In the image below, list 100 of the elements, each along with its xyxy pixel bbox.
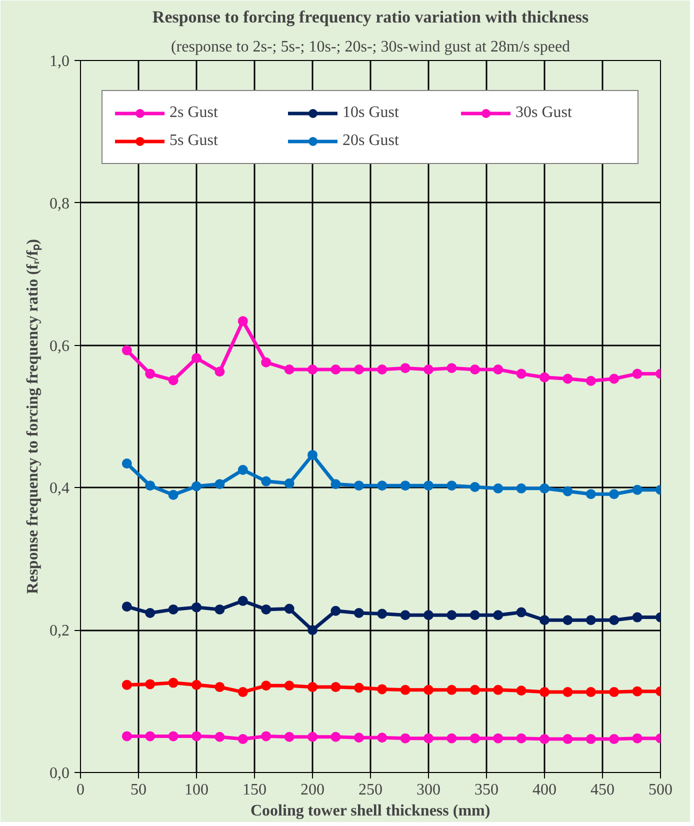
point bbox=[214, 479, 225, 490]
point bbox=[238, 316, 248, 326]
x-tick-label: 300 bbox=[416, 782, 440, 798]
legend-label: 20s Gust bbox=[342, 132, 400, 150]
point bbox=[446, 733, 457, 744]
point bbox=[214, 604, 225, 614]
point bbox=[238, 687, 248, 698]
point bbox=[470, 482, 480, 492]
point bbox=[308, 732, 318, 742]
point bbox=[284, 680, 294, 691]
point bbox=[354, 364, 364, 374]
point bbox=[192, 731, 202, 742]
point bbox=[493, 483, 504, 494]
point bbox=[284, 604, 294, 614]
point bbox=[470, 733, 480, 744]
point bbox=[354, 682, 364, 693]
point bbox=[470, 610, 480, 620]
point bbox=[632, 733, 642, 744]
point bbox=[145, 368, 156, 379]
y-tick-label: 0,4 bbox=[50, 480, 70, 498]
y-tick-label: 0,6 bbox=[50, 338, 70, 355]
point bbox=[562, 734, 573, 744]
point bbox=[446, 363, 457, 374]
point bbox=[400, 733, 410, 744]
point bbox=[562, 486, 573, 496]
y-tick-label: 0,8 bbox=[50, 195, 70, 212]
point bbox=[632, 612, 642, 622]
point bbox=[586, 687, 596, 698]
point bbox=[284, 364, 294, 374]
point bbox=[609, 489, 620, 500]
point bbox=[192, 602, 202, 612]
point bbox=[516, 483, 526, 494]
point bbox=[330, 479, 341, 490]
point bbox=[330, 682, 341, 692]
point bbox=[586, 376, 596, 386]
point bbox=[377, 732, 388, 743]
point bbox=[214, 682, 225, 692]
point bbox=[493, 610, 504, 620]
x-tick-label: 400 bbox=[532, 782, 556, 798]
point bbox=[122, 731, 132, 742]
point bbox=[540, 372, 550, 382]
point bbox=[354, 732, 364, 743]
point bbox=[122, 345, 132, 356]
point bbox=[308, 364, 318, 374]
point bbox=[261, 357, 272, 368]
point bbox=[540, 615, 550, 626]
point bbox=[493, 364, 504, 374]
point bbox=[377, 608, 388, 619]
point bbox=[400, 610, 410, 620]
point bbox=[493, 684, 504, 695]
point bbox=[540, 687, 550, 698]
point bbox=[540, 483, 550, 494]
point bbox=[400, 363, 410, 374]
point bbox=[214, 366, 225, 377]
point bbox=[609, 374, 620, 384]
point bbox=[238, 734, 248, 744]
point bbox=[586, 489, 596, 500]
point bbox=[330, 732, 341, 742]
point bbox=[540, 734, 550, 744]
point bbox=[562, 374, 573, 384]
point bbox=[122, 680, 132, 690]
point bbox=[424, 480, 434, 491]
point bbox=[586, 615, 596, 626]
point bbox=[516, 686, 526, 696]
point bbox=[122, 602, 132, 612]
point bbox=[424, 610, 434, 620]
point bbox=[632, 484, 642, 495]
point bbox=[470, 364, 480, 374]
point bbox=[308, 625, 318, 636]
point bbox=[377, 684, 388, 694]
point bbox=[516, 607, 526, 618]
x-tick-label: 0 bbox=[76, 782, 84, 798]
point bbox=[145, 480, 156, 491]
point bbox=[609, 734, 620, 744]
point bbox=[632, 686, 642, 696]
point bbox=[192, 353, 202, 364]
point bbox=[145, 679, 156, 690]
point bbox=[446, 480, 457, 491]
point bbox=[424, 733, 434, 744]
point bbox=[516, 368, 526, 379]
point bbox=[238, 596, 248, 606]
x-tick-label: 200 bbox=[300, 782, 324, 798]
x-tick-label: 450 bbox=[590, 782, 614, 798]
point bbox=[145, 731, 156, 742]
x-tick-label: 500 bbox=[648, 782, 672, 798]
point bbox=[145, 608, 156, 618]
point bbox=[446, 684, 457, 695]
chart-title: Response to forcing frequency ratio variation with thickness bbox=[152, 8, 589, 26]
point bbox=[168, 490, 178, 500]
point bbox=[632, 368, 642, 379]
point bbox=[261, 476, 272, 486]
x-tick-label: 350 bbox=[474, 782, 498, 798]
point bbox=[377, 480, 388, 491]
point bbox=[562, 615, 573, 626]
point bbox=[168, 375, 178, 386]
point bbox=[446, 610, 457, 620]
point bbox=[168, 604, 178, 614]
x-axis-title: Cooling tower shell thickness (mm) bbox=[250, 802, 490, 820]
y-tick-label: 0,0 bbox=[50, 765, 70, 782]
point bbox=[284, 732, 294, 742]
